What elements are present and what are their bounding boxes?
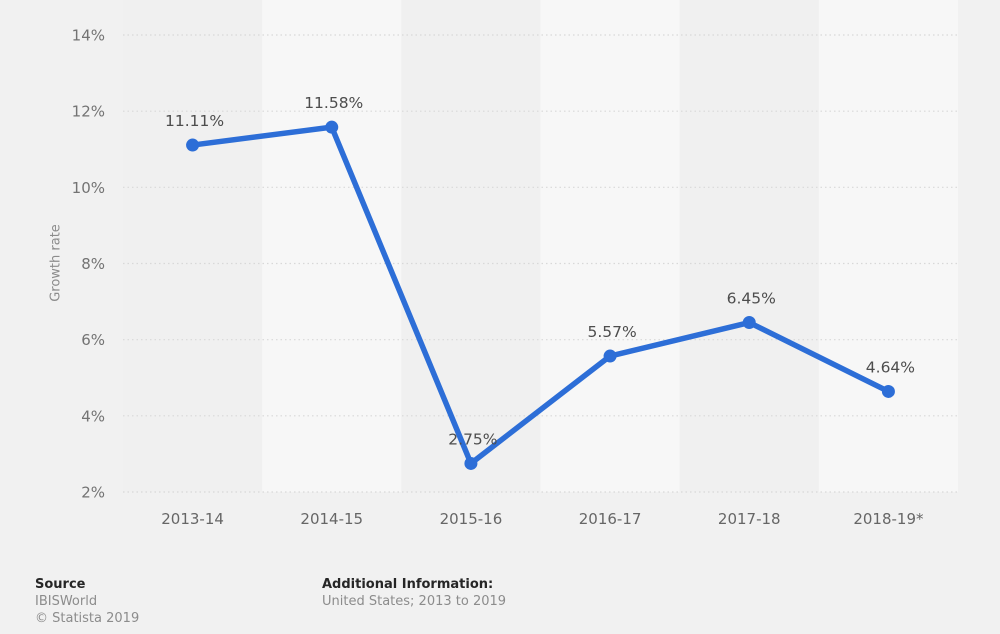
x-tick-label: 2014-15: [300, 510, 363, 528]
copyright-notice: © Statista 2019: [35, 611, 140, 626]
plot-band-2015-16: [401, 0, 541, 492]
data-point-2013-14: [186, 138, 200, 152]
y-tick-label: 6%: [81, 331, 105, 349]
growth-rate-series-line: [189, 124, 892, 467]
y-tick-label: 10%: [72, 179, 105, 197]
data-point-label: 4.64%: [866, 358, 915, 376]
additional-info-block: Additional Information: United States; 2…: [322, 576, 506, 610]
x-tick-label: 2015-16: [440, 510, 503, 528]
y-tick-label: 14%: [72, 27, 105, 45]
growth-rate-line-chart: 2% 4% 6% 8% 10% 12% 14% 2013-14 2014-15 2015-16 20…: [71, 0, 958, 528]
data-point-2018-19*: [881, 384, 895, 398]
data-point-2017-18: [742, 316, 756, 330]
plot-band-2017-18: [679, 0, 819, 492]
x-tick-label: 2017-18: [718, 510, 781, 528]
plot-band-2016-17: [540, 0, 680, 492]
x-tick-label: 2018-19*: [853, 510, 924, 528]
x-tick-label: 2016-17: [579, 510, 642, 528]
data-point-2014-15: [325, 120, 339, 134]
data-point-label: 5.57%: [587, 323, 636, 341]
source-name: IBISWorld: [35, 594, 98, 609]
data-point-2016-17: [603, 349, 617, 363]
y-tick-label: 8%: [81, 255, 105, 273]
y-axis-title: Growth rate: [48, 224, 64, 302]
data-point-label: 6.45%: [727, 290, 776, 308]
additional-info-text: United States; 2013 to 2019: [322, 594, 507, 609]
plot-band-2013-14: [123, 0, 263, 492]
data-point-2015-16: [464, 456, 478, 470]
source-heading: Source: [35, 577, 86, 592]
y-tick-label: 2%: [81, 484, 105, 502]
data-point-label: 2.75%: [448, 430, 497, 448]
additional-info-heading: Additional Information:: [322, 577, 494, 592]
y-tick-label: 4%: [81, 407, 105, 425]
x-tick-label: 2013-14: [161, 510, 224, 528]
y-tick-label: 12%: [72, 103, 105, 121]
source-block: Source IBISWorld © Statista 2019: [35, 576, 139, 627]
plot-band-2018-19*: [818, 0, 958, 492]
data-point-label: 11.58%: [304, 94, 363, 112]
data-point-label: 11.11%: [165, 112, 224, 130]
